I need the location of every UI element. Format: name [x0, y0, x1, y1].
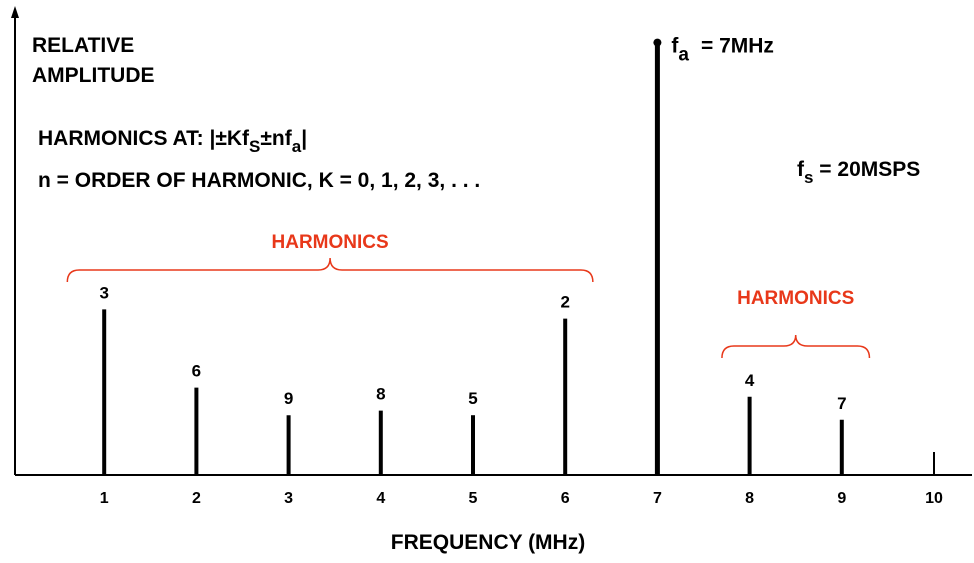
x-tick-label: 10: [925, 490, 943, 507]
y-axis-label-line1: RELATIVE: [32, 34, 134, 57]
sampling-rate-label: fs = 20MSPS: [797, 158, 920, 187]
harmonic-order-label: 9: [284, 389, 293, 408]
x-tick-label: 6: [561, 490, 570, 507]
x-tick-label: 9: [837, 490, 846, 507]
harmonics-brace: [66, 257, 594, 283]
y-axis-arrow-icon: [11, 6, 19, 18]
harmonic-order-label: 6: [192, 362, 201, 381]
fundamental-label: fa = 7MHz: [671, 35, 774, 66]
order-of-harmonic-note: n = ORDER OF HARMONIC, K = 0, 1, 2, 3, .…: [38, 169, 480, 192]
fundamental-marker: [653, 38, 662, 47]
x-tick-label: 3: [284, 490, 293, 507]
harmonics-brace: [721, 334, 871, 359]
x-tick-label: 2: [192, 490, 201, 507]
harmonic-order-label: 8: [376, 385, 385, 404]
x-tick-label: 4: [376, 490, 385, 507]
harmonics-group-label: HARMONICS: [272, 232, 389, 253]
x-tick-label: 7: [653, 490, 662, 507]
harmonic-order-label: 3: [99, 283, 108, 302]
harmonic-order-label: 7: [837, 394, 846, 413]
x-tick-label: 5: [469, 490, 478, 507]
harmonics-at-formula: HARMONICS AT: |±KfS±nfa|: [38, 127, 307, 156]
harmonic-order-label: 2: [560, 293, 569, 312]
harmonic-order-label: 5: [468, 389, 477, 408]
y-axis-label-line2: AMPLITUDE: [32, 64, 155, 87]
x-tick-label: 1: [100, 490, 109, 507]
x-tick-label: 8: [745, 490, 754, 507]
harmonic-order-label: 4: [745, 371, 755, 390]
x-axis-label: FREQUENCY (MHz): [391, 531, 585, 554]
harmonics-group-label: HARMONICS: [737, 288, 854, 309]
